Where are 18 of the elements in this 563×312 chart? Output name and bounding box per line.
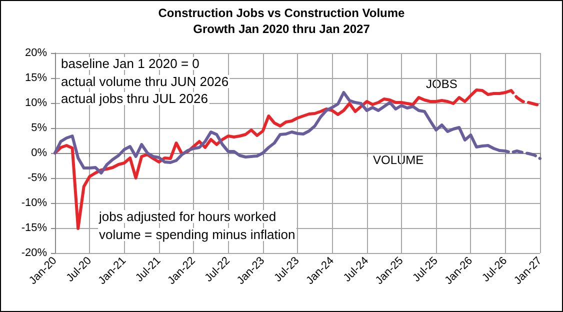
chart-title: Construction Jobs vs Construction Volume <box>158 6 406 20</box>
text: VOLUME <box>373 153 424 167</box>
annotation: jobs adjusted for hours worked <box>98 209 276 224</box>
y-tick-label: -15% <box>21 222 48 234</box>
y-tick-label: -10% <box>21 197 48 209</box>
y-tick-label: 10% <box>24 97 48 109</box>
y-tick-label: 0% <box>31 147 48 159</box>
annotation: baseline Jan 1 2020 = 0 <box>61 56 200 71</box>
annotation: actual volume thru JUN 2026 <box>61 74 229 89</box>
annotation: volume = spending minus inflation <box>99 227 296 242</box>
annotation: actual jobs thru JUL 2026 <box>61 91 208 106</box>
y-tick-label: 20% <box>24 47 48 59</box>
chart-subtitle: Growth Jan 2020 thru Jan 2027 <box>193 22 370 36</box>
y-tick-label: -5% <box>27 172 48 184</box>
series-label: JOBS <box>426 77 458 91</box>
y-tick-label: 5% <box>31 122 48 134</box>
y-tick-label: 15% <box>24 72 48 84</box>
y-tick-label: -20% <box>21 247 48 259</box>
